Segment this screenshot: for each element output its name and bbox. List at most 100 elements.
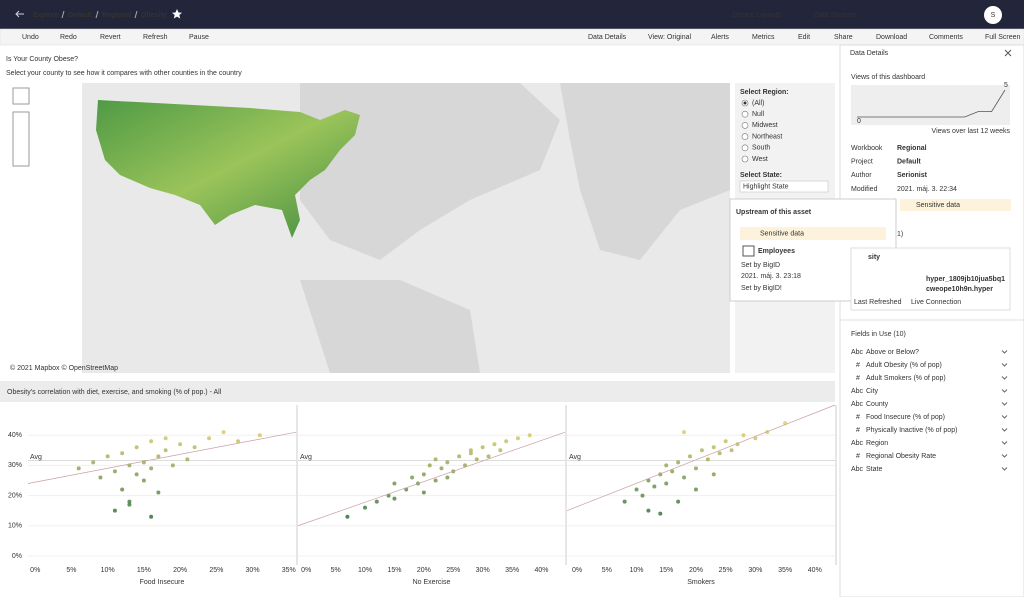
point[interactable] [634,487,639,492]
point[interactable] [676,460,681,465]
point[interactable] [374,499,379,504]
point[interactable] [433,457,438,462]
point[interactable] [127,499,132,504]
expand-icon[interactable] [1001,389,1008,393]
point[interactable] [723,439,728,444]
expand-icon[interactable] [1001,363,1008,367]
point[interactable] [480,445,485,450]
point[interactable] [682,430,687,435]
point[interactable] [468,448,473,453]
detail-value[interactable]: Serionist [897,172,928,179]
point[interactable] [693,487,698,492]
breadcrumb[interactable]: Regional [102,12,132,19]
point[interactable] [711,472,716,477]
point[interactable] [717,451,722,456]
point[interactable] [527,433,532,438]
point[interactable] [127,502,132,507]
point[interactable] [257,433,262,438]
point[interactable] [474,457,479,462]
point[interactable] [421,472,426,477]
favorite-star[interactable] [172,9,182,19]
region-option[interactable]: South [752,145,770,152]
field-name[interactable]: Above or Below? [866,349,919,356]
point[interactable] [134,472,139,477]
point[interactable] [652,484,657,489]
field-name[interactable]: Adult Obesity (% of pop) [866,362,942,369]
point[interactable] [705,457,710,462]
point[interactable] [670,469,675,474]
point[interactable] [498,448,503,453]
toolbar-button[interactable]: Edit [798,34,810,41]
point[interactable] [120,487,125,492]
avatar[interactable] [984,6,1002,24]
point[interactable] [185,457,190,462]
field-name[interactable]: City [866,388,879,395]
point[interactable] [688,454,693,459]
toolbar-button[interactable]: Full Screen [985,34,1021,41]
point[interactable] [463,463,468,468]
field-name[interactable]: Food Insecure (% of pop) [866,414,945,421]
point[interactable] [711,445,716,450]
point[interactable] [682,475,687,480]
point[interactable] [445,475,450,480]
point[interactable] [676,499,681,504]
point[interactable] [98,475,103,480]
file-name[interactable]: hyper_1809jb10jua5bq1 [926,276,1005,283]
region-option[interactable]: Midwest [752,122,778,129]
expand-icon[interactable] [1001,402,1008,406]
point[interactable] [134,445,139,450]
set-by-link[interactable]: BigID [763,262,780,269]
point[interactable] [156,454,161,459]
file-name[interactable]: cweope10h9n.hyper [926,286,993,293]
point[interactable] [457,454,462,459]
search-tool[interactable] [12,87,30,105]
toolbar-button[interactable]: Download [876,34,907,41]
point[interactable] [410,475,415,480]
point[interactable] [753,436,758,441]
toolbar-button[interactable]: Share [834,34,853,41]
toolbar-button[interactable]: Refresh [143,34,168,41]
point[interactable] [640,493,645,498]
point[interactable] [741,433,746,438]
point[interactable] [699,448,704,453]
state-search[interactable] [739,180,829,193]
point[interactable] [236,439,241,444]
toolbar-button[interactable]: Metrics [752,34,775,41]
point[interactable] [468,451,473,456]
table-link[interactable]: Employees [758,248,795,255]
radio[interactable] [741,110,749,118]
close-icon[interactable] [1004,49,1012,57]
point[interactable] [445,460,450,465]
partial-name[interactable]: sity [868,254,880,261]
point[interactable] [207,436,212,441]
point[interactable] [693,466,698,471]
radio[interactable] [741,155,749,163]
radio[interactable] [741,122,749,129]
toolbar-button[interactable]: Undo [22,34,39,41]
detail-value[interactable]: Default [897,159,921,166]
region-option[interactable]: West [752,156,768,163]
point[interactable] [363,505,368,510]
point[interactable] [427,463,432,468]
point[interactable] [178,442,183,447]
point[interactable] [192,445,197,450]
breadcrumb[interactable]: Explore [33,12,59,19]
expand-icon[interactable] [1001,467,1008,471]
radio[interactable] [741,144,749,152]
point[interactable] [439,466,444,471]
point[interactable] [163,436,168,441]
point[interactable] [105,454,110,459]
expand-icon[interactable] [1001,415,1008,419]
field-name[interactable]: Adult Smokers (% of pop) [866,375,946,382]
field-name[interactable]: Regional Obesity Rate [866,453,936,460]
region-option[interactable]: (All) [752,100,764,107]
field-name[interactable]: State [866,466,882,473]
point[interactable] [664,481,669,486]
avatar-initial[interactable]: S [991,12,996,19]
state-placeholder[interactable]: Highlight State [743,183,789,190]
point[interactable] [433,478,438,483]
field-name[interactable]: County [866,401,889,408]
toolbar-button[interactable]: Comments [929,34,963,41]
region-option[interactable]: Northeast [752,133,782,140]
point[interactable] [91,460,96,465]
